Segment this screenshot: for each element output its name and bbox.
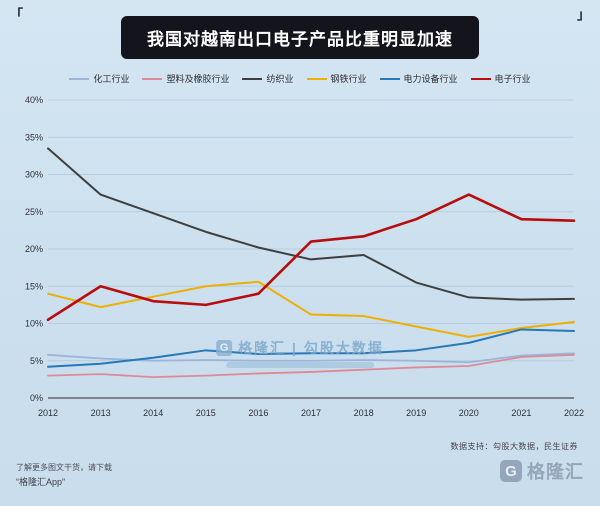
x-axis-tick-label: 2016 [248,408,268,418]
series-line [47,353,575,379]
chart-title-text: 我国对越南出口电子产品比重明显加速 [147,30,453,49]
y-axis-tick-label: 40% [25,95,43,105]
legend-swatch [379,77,400,80]
legend-label: 塑料及橡胶行业 [166,74,230,84]
chart-area: 0% 5% 10% 15% 20% 25% 30% 35% 40% 2012 2013 2014 201… [12,88,588,424]
x-axis-tick-label: 2019 [406,408,426,418]
series-line [46,193,576,322]
y-axis-tick-label: 5% [30,356,43,366]
y-axis-tick-label: 35% [25,132,43,142]
legend-label: 电力设备行业 [403,74,458,84]
legend-label: 化工行业 [93,74,130,84]
line-chart: 0% 5% 10% 15% 20% 25% 30% 35% 40% 2012 2013 2014 201… [25,95,584,418]
app-promo-line2: “格隆汇App” [16,477,66,487]
x-axis-tick-label: 2014 [143,408,163,418]
x-axis-tick-label: 2013 [91,408,111,418]
x-axis-tick-label: 2020 [459,408,479,418]
legend-swatch [470,77,491,80]
data-source-note: 数据支持：勾股大数据，民生证券 [450,442,578,451]
legend-item: 化工行业 [69,72,129,85]
app-promo-line1: 了解更多图文干货，请下载 [16,463,112,472]
legend-swatch [69,77,90,80]
legend-item: 纺织业 [242,72,294,85]
x-axis-tick-label: 2021 [511,408,531,418]
series-line [47,147,575,301]
x-axis-tick-label: 2018 [354,408,374,418]
chart-legend: 化工行业 塑料及橡胶行业 纺织业 钢铁行业 电力设备行业 电子行业 [0,72,600,85]
app-promo: 了解更多图文干货，请下载 “格隆汇App” [16,461,112,489]
x-axis-tick-label: 2015 [196,408,216,418]
series-line [47,328,575,368]
series-line [47,280,575,338]
legend-label: 钢铁行业 [330,74,367,84]
y-axis-tick-label: 15% [25,281,43,291]
chart-title: 我国对越南出口电子产品比重明显加速 [121,16,479,59]
x-axis-tick-label: 2012 [38,408,58,418]
legend-swatch [242,77,263,80]
legend-item: 塑料及橡胶行业 [142,72,229,85]
corner-mark-left-icon: 「 [10,7,24,22]
y-axis-tick-label: 20% [25,244,43,254]
brand-logo: G 格隆汇 [500,458,584,484]
y-axis-tick-label: 10% [25,319,43,329]
legend-item: 电力设备行业 [379,72,458,85]
y-axis-tick-label: 30% [25,170,43,180]
x-axis-tick-label: 2017 [301,408,321,418]
legend-label: 纺织业 [266,74,294,84]
brand-logo-icon: G [500,460,522,482]
legend-swatch [142,77,163,80]
corner-mark-right-icon: 」 [576,7,590,22]
y-axis-tick-label: 0% [30,393,43,403]
legend-item: 钢铁行业 [306,72,367,85]
legend-item: 电子行业 [470,72,531,85]
brand-logo-text: 格隆汇 [527,462,584,482]
y-axis-tick-label: 25% [25,207,43,217]
x-axis-tick-label: 2022 [564,408,584,418]
legend-label: 电子行业 [494,74,531,84]
legend-swatch [306,77,327,80]
